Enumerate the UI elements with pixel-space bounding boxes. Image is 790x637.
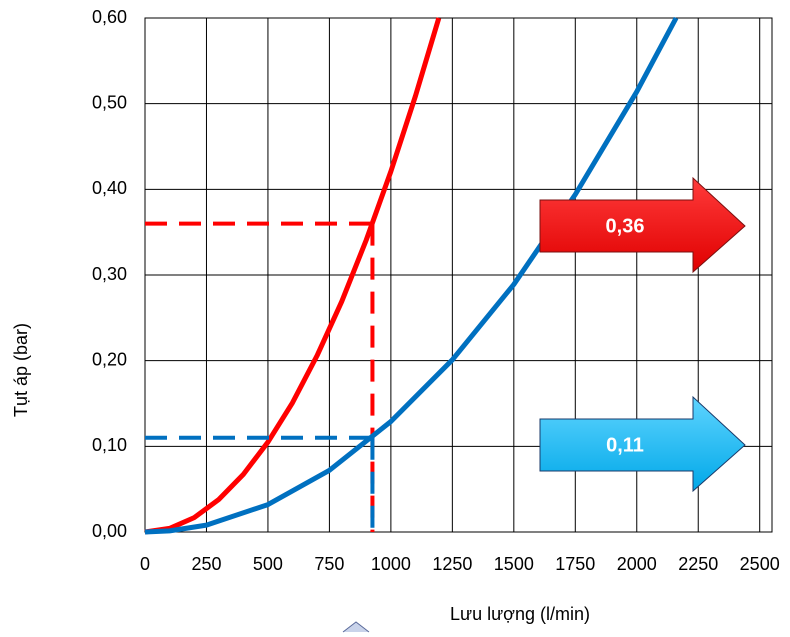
value-badge: 0,36 [606,215,645,237]
y-tick-label: 0,30 [92,264,127,284]
y-tick-label: 0,40 [92,178,127,198]
red-arrow [539,176,746,274]
x-tick-label: 250 [191,554,221,574]
y-tick-label: 0,60 [92,7,127,27]
x-tick-label: 1750 [555,554,595,574]
x-tick-label: 1500 [494,554,534,574]
y-axis-label: Tụt áp (bar) [11,323,31,417]
value-badge: 0,11 [606,434,644,456]
x-tick-label: 0 [140,554,150,574]
curve [144,16,679,535]
x-tick-label: 750 [314,554,344,574]
x-tick-label: 2500 [740,554,780,574]
y-tick-label: 0,20 [92,349,127,369]
plot-frame [144,17,773,533]
x-tick-label: 2000 [617,554,657,574]
x-axis-label: Lưu lượng (l/min) [450,604,590,624]
y-tick-label: 0,10 [92,435,127,455]
diamond-icon [342,621,370,633]
curve [144,17,442,535]
x-tick-label: 2250 [678,554,718,574]
y-tick-label: 0,00 [92,521,127,541]
blue-arrow [539,395,746,493]
x-tick-label: 1250 [432,554,472,574]
x-tick-label: 500 [253,554,283,574]
x-tick-label: 1000 [371,554,411,574]
y-tick-label: 0,50 [92,92,127,112]
